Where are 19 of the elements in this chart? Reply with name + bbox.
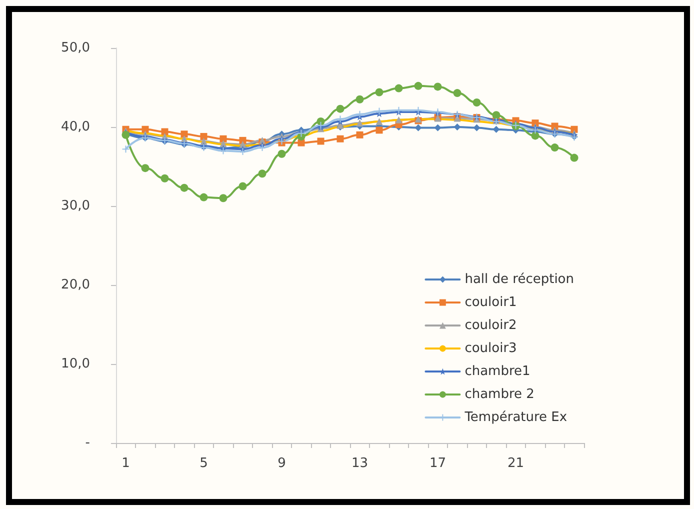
x-tick-label: 1 — [122, 456, 130, 471]
y-tick-label: 20,0 — [61, 278, 90, 292]
legend-label: chambre1 — [464, 364, 530, 379]
legend-label: couloir3 — [464, 341, 517, 356]
x-tick-label: 17 — [429, 456, 446, 471]
x-tick-label: 13 — [351, 456, 368, 471]
x-tick-label: 9 — [278, 456, 286, 471]
y-tick-label: 10,0 — [61, 356, 90, 372]
y-tick-label: 30,0 — [61, 198, 90, 214]
y-tick-label: 40,0 — [61, 120, 90, 134]
legend-label: couloir2 — [464, 318, 517, 333]
legend-label: couloir1 — [464, 295, 517, 310]
legend-label: chambre 2 — [464, 387, 534, 402]
x-tick-label: 21 — [507, 456, 524, 471]
y-tick-label: - — [85, 436, 90, 450]
legend-label: hall de réception — [464, 272, 574, 287]
x-tick-label: 5 — [200, 456, 208, 471]
y-tick-label: 50,0 — [61, 40, 90, 56]
legend-label: Température Ex — [464, 410, 568, 425]
